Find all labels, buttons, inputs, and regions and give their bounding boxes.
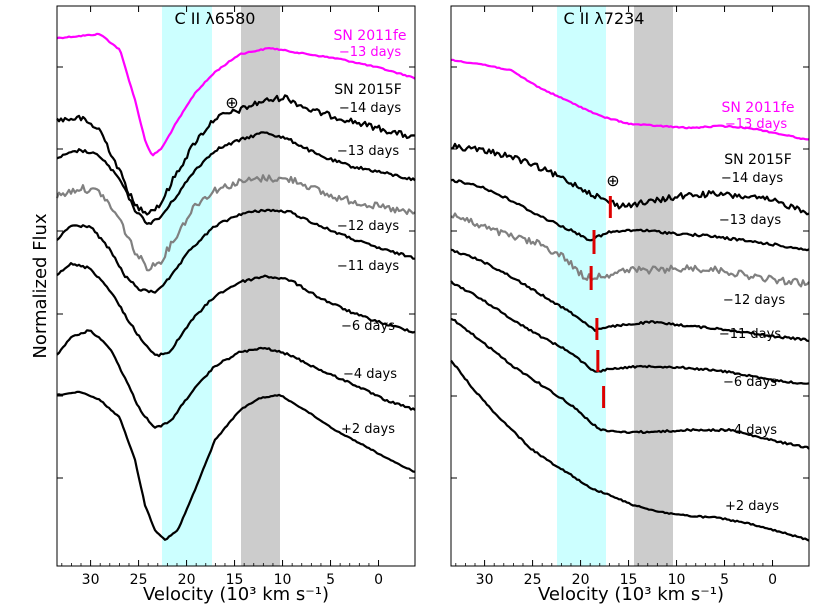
spectrum-sn2015f-p2-right <box>450 359 810 542</box>
spectrum-sn2015f-m11-right <box>450 248 810 343</box>
series-epoch-label-left: −11 days <box>337 259 399 274</box>
x-tick-label: 25 <box>524 572 542 588</box>
series-epoch-label-right: −4 days <box>723 423 777 438</box>
spectrum-sn2015f-p2-left <box>56 390 416 541</box>
x-tick-label: 0 <box>374 572 383 588</box>
spectrum-sn2015f-m11-left <box>56 208 415 294</box>
spectrum-sn2011fe-right <box>450 58 809 141</box>
series-epoch-label-right: −13 days <box>719 213 781 228</box>
spectrum-sn2015f-m13-right <box>450 178 810 252</box>
series-epoch-label-right: −6 days <box>723 375 777 390</box>
series-epoch-label-left: −12 days <box>337 219 399 234</box>
series-epoch-label-right: −12 days <box>723 293 785 308</box>
spectrum-sn2015f-m4-left <box>56 329 416 429</box>
series-epoch-label-right: −14 days <box>721 171 783 186</box>
x-tick-label: 15 <box>226 572 244 588</box>
spectrum-sn2015f-m13-left <box>56 131 416 225</box>
x-tick-label: 0 <box>768 572 777 588</box>
plot-frame-right <box>450 5 810 567</box>
series-epoch-label-left: +2 days <box>341 422 395 437</box>
x-tick-label: 10 <box>274 572 292 588</box>
x-tick-label: 25 <box>130 572 148 588</box>
series-name-label-right: SN 2011fe <box>722 100 795 116</box>
x-tick-label: 5 <box>326 572 335 588</box>
x-tick-label: 10 <box>668 572 686 588</box>
series-name-label-left: SN 2015F <box>334 82 402 98</box>
plot-frame-left <box>56 5 416 567</box>
spectrum-sn2015f-m12-right <box>450 212 810 288</box>
x-tick-label: 20 <box>178 572 196 588</box>
series-epoch-label-left: −13 days <box>339 45 401 60</box>
series-epoch-label-left: −4 days <box>343 367 397 382</box>
telluric-symbol-left: ⊕ <box>225 93 238 112</box>
series-epoch-label-right: −11 days <box>719 327 781 342</box>
x-axis-label-left: Velocity (10³ km s⁻¹) <box>143 584 329 605</box>
series-name-label-left: SN 2011fe <box>334 28 407 44</box>
shade-gray-left <box>241 6 280 566</box>
spectrum-sn2015f-m4-right <box>450 317 810 450</box>
x-tick-label: 30 <box>476 572 494 588</box>
series-name-label-right: SN 2015F <box>724 152 792 168</box>
x-tick-label: 15 <box>620 572 638 588</box>
panel-title-right: C II λ7234 <box>564 9 645 28</box>
series-epoch-label-right: +2 days <box>725 499 779 514</box>
series-epoch-label-right: −13 days <box>725 117 787 132</box>
spectrum-sn2015f-m14-right <box>450 142 810 216</box>
spectrum-sn2015f-m14-left <box>56 94 416 216</box>
shade-gray-right <box>634 6 673 566</box>
x-axis-label-right: Velocity (10³ km s⁻¹) <box>538 584 724 605</box>
x-tick-label: 5 <box>720 572 729 588</box>
series-epoch-label-left: −14 days <box>339 101 401 116</box>
spectrum-sn2015f-m6-left <box>56 262 416 358</box>
x-tick-label: 30 <box>82 572 100 588</box>
spectrum-sn2015f-m12-left <box>55 174 416 272</box>
series-epoch-label-left: −6 days <box>341 319 395 334</box>
series-epoch-label-left: −13 days <box>337 144 399 159</box>
panel-right: 30 25 20 15 10 5 0 C II λ7234 ⊕ Velocity (10³ … <box>450 5 810 605</box>
panel-left: 30 25 20 15 10 5 0 C II λ6580 ⊕ Velocity (10³ … <box>55 5 416 605</box>
y-axis-label: Normalized Flux <box>30 213 51 359</box>
spectrum-sn2015f-m6-right <box>450 280 810 385</box>
x-tick-label: 20 <box>572 572 590 588</box>
telluric-symbol-right: ⊕ <box>606 171 619 190</box>
spectrum-sn2011fe-left <box>56 32 416 157</box>
panel-title-left: C II λ6580 <box>175 9 256 28</box>
shade-cyan-left <box>162 6 212 566</box>
